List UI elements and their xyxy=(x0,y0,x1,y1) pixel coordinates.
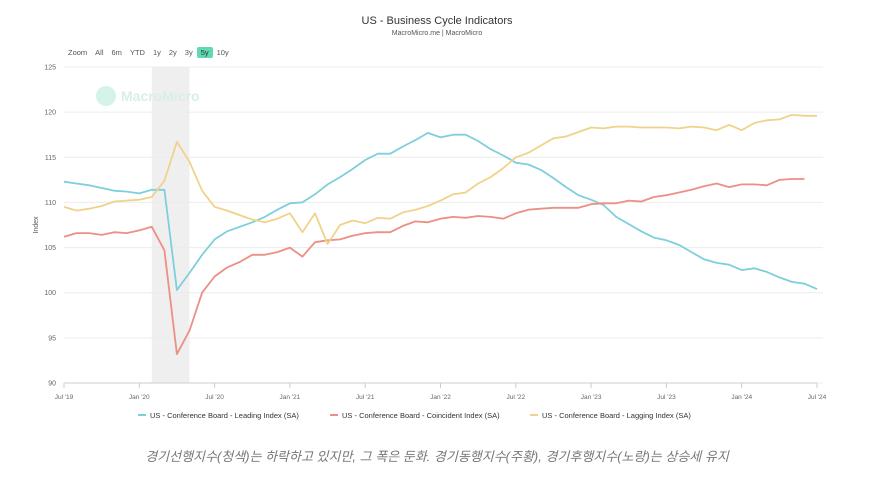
legend-label-2: US - Conference Board - Lagging Index (S… xyxy=(542,411,691,420)
zoom-label: Zoom xyxy=(68,48,88,57)
legend-label-1: US - Conference Board - Coincident Index… xyxy=(342,411,500,420)
zoom-5y-button[interactable]: 5y xyxy=(196,47,213,58)
watermark-logo-icon xyxy=(96,86,116,106)
zoom-ytd-button[interactable]: YTD xyxy=(129,48,145,57)
watermark-text: MacroMicro xyxy=(121,88,200,104)
x-tick-label: Jul '21 xyxy=(356,394,375,401)
zoom-6m-button[interactable]: 6m xyxy=(111,48,122,57)
x-tick-label: Jul '24 xyxy=(808,394,827,401)
legend-label-0: US - Conference Board - Leading Index (S… xyxy=(150,411,299,420)
y-tick-label: 105 xyxy=(44,245,56,252)
zoom-10y-button[interactable]: 10y xyxy=(216,48,229,57)
line-chart: MacroMicro 90 95 100 105 110 115 120 125 Index Jul… xyxy=(33,65,827,421)
series-line-0 xyxy=(63,132,818,291)
zoom-2y-button[interactable]: 2y xyxy=(168,48,177,57)
caption: 경기선행지수(청색)는 하락하고 있지만, 그 폭은 둔화. 경기동행지수(주황… xyxy=(145,449,729,464)
x-tick-label: Jan '20 xyxy=(129,394,150,401)
y-tick-label: 125 xyxy=(44,65,56,72)
x-tick-label: Jul '22 xyxy=(507,394,526,401)
x-tick-label: Jan '22 xyxy=(430,394,451,401)
y-tick-label: 120 xyxy=(44,110,56,117)
y-tick-label: 115 xyxy=(45,155,56,162)
x-tick-label: Jul '20 xyxy=(205,394,224,401)
y-tick-label: 110 xyxy=(45,200,56,207)
chart-subtitle: MacroMicro.me | MacroMicro xyxy=(391,30,483,37)
recession-band xyxy=(151,67,190,383)
x-tick-label: Jan '24 xyxy=(731,394,752,401)
zoom-3y-button[interactable]: 3y xyxy=(184,48,193,57)
y-tick-label: 95 xyxy=(48,335,56,342)
series-line-2 xyxy=(63,114,817,245)
zoom-bar: Zoom All 6m YTD 1y 2y 3y 5y 10y xyxy=(64,47,233,58)
y-tick-label: 90 xyxy=(48,381,56,388)
x-tick-label: Jul '19 xyxy=(55,394,74,401)
series-line-1 xyxy=(63,178,805,355)
x-tick-label: Jul '23 xyxy=(657,394,676,401)
y-tick-label: 100 xyxy=(44,290,56,297)
chart-title: US - Business Cycle Indicators xyxy=(361,15,513,27)
zoom-1y-button[interactable]: 1y xyxy=(152,48,161,57)
y-axis-title: Index xyxy=(33,216,40,234)
x-tick-label: Jan '23 xyxy=(581,394,602,401)
zoom-all-button[interactable]: All xyxy=(95,48,104,57)
x-tick-label: Jan '21 xyxy=(280,394,301,401)
